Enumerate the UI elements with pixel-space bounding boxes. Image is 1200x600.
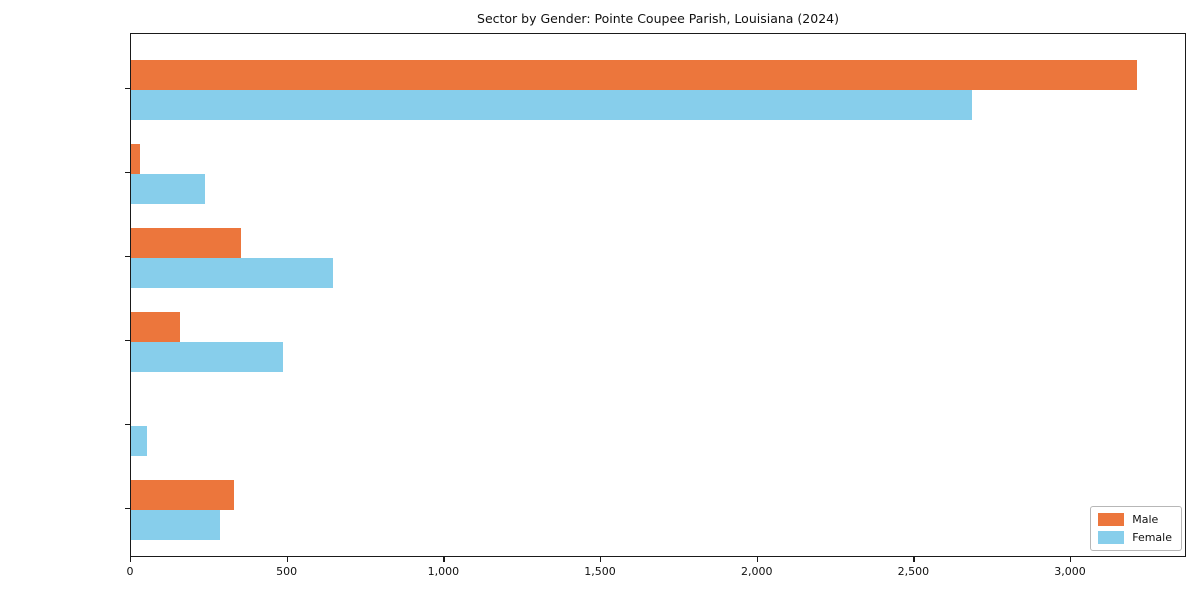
chart-title: Sector by Gender: Pointe Coupee Parish, … <box>477 11 839 26</box>
x-tickmark <box>756 557 759 562</box>
bar-female-3 <box>131 258 334 288</box>
legend: Male Female <box>1090 506 1182 551</box>
bar-male-3 <box>131 228 241 258</box>
legend-label-male: Male <box>1132 513 1159 526</box>
x-tickmark <box>443 557 445 562</box>
x-tick-label: 500 <box>276 565 298 578</box>
bar-female-1 <box>131 90 973 120</box>
bar-female-5 <box>131 426 147 456</box>
x-tickmark <box>600 557 602 562</box>
y-tickmark <box>125 340 130 342</box>
x-tickmark <box>130 557 132 562</box>
x-tickmark <box>913 557 915 562</box>
legend-entry-male: Male <box>1098 513 1172 526</box>
bar-male-2 <box>131 144 141 174</box>
x-tick-label: 3,000 <box>1054 565 1086 578</box>
legend-swatch-male-icon <box>1098 513 1125 526</box>
bar-female-4 <box>131 342 283 372</box>
x-tick-label: 2,000 <box>740 565 773 578</box>
y-tickmark <box>125 256 130 258</box>
bar-male-1 <box>131 60 1137 90</box>
x-tick-label: 0 <box>126 565 134 578</box>
x-tick-label: 1,000 <box>427 565 460 578</box>
x-tickmark <box>1070 557 1072 562</box>
bar-female-6 <box>131 510 221 540</box>
x-tickmark <box>286 557 289 562</box>
bar-male-6 <box>131 480 235 510</box>
y-tickmark <box>125 172 130 174</box>
bar-male-4 <box>131 312 180 342</box>
plot-area <box>130 33 1186 557</box>
legend-label-female: Female <box>1132 531 1172 544</box>
x-tick-label: 1,500 <box>584 565 616 578</box>
bar-female-2 <box>131 174 205 204</box>
y-tickmark <box>125 88 130 90</box>
legend-swatch-female-icon <box>1098 531 1125 544</box>
y-tickmark <box>125 424 130 426</box>
y-tickmark <box>125 508 130 510</box>
x-tick-label: 2,500 <box>897 565 930 578</box>
legend-entry-female: Female <box>1098 531 1172 544</box>
